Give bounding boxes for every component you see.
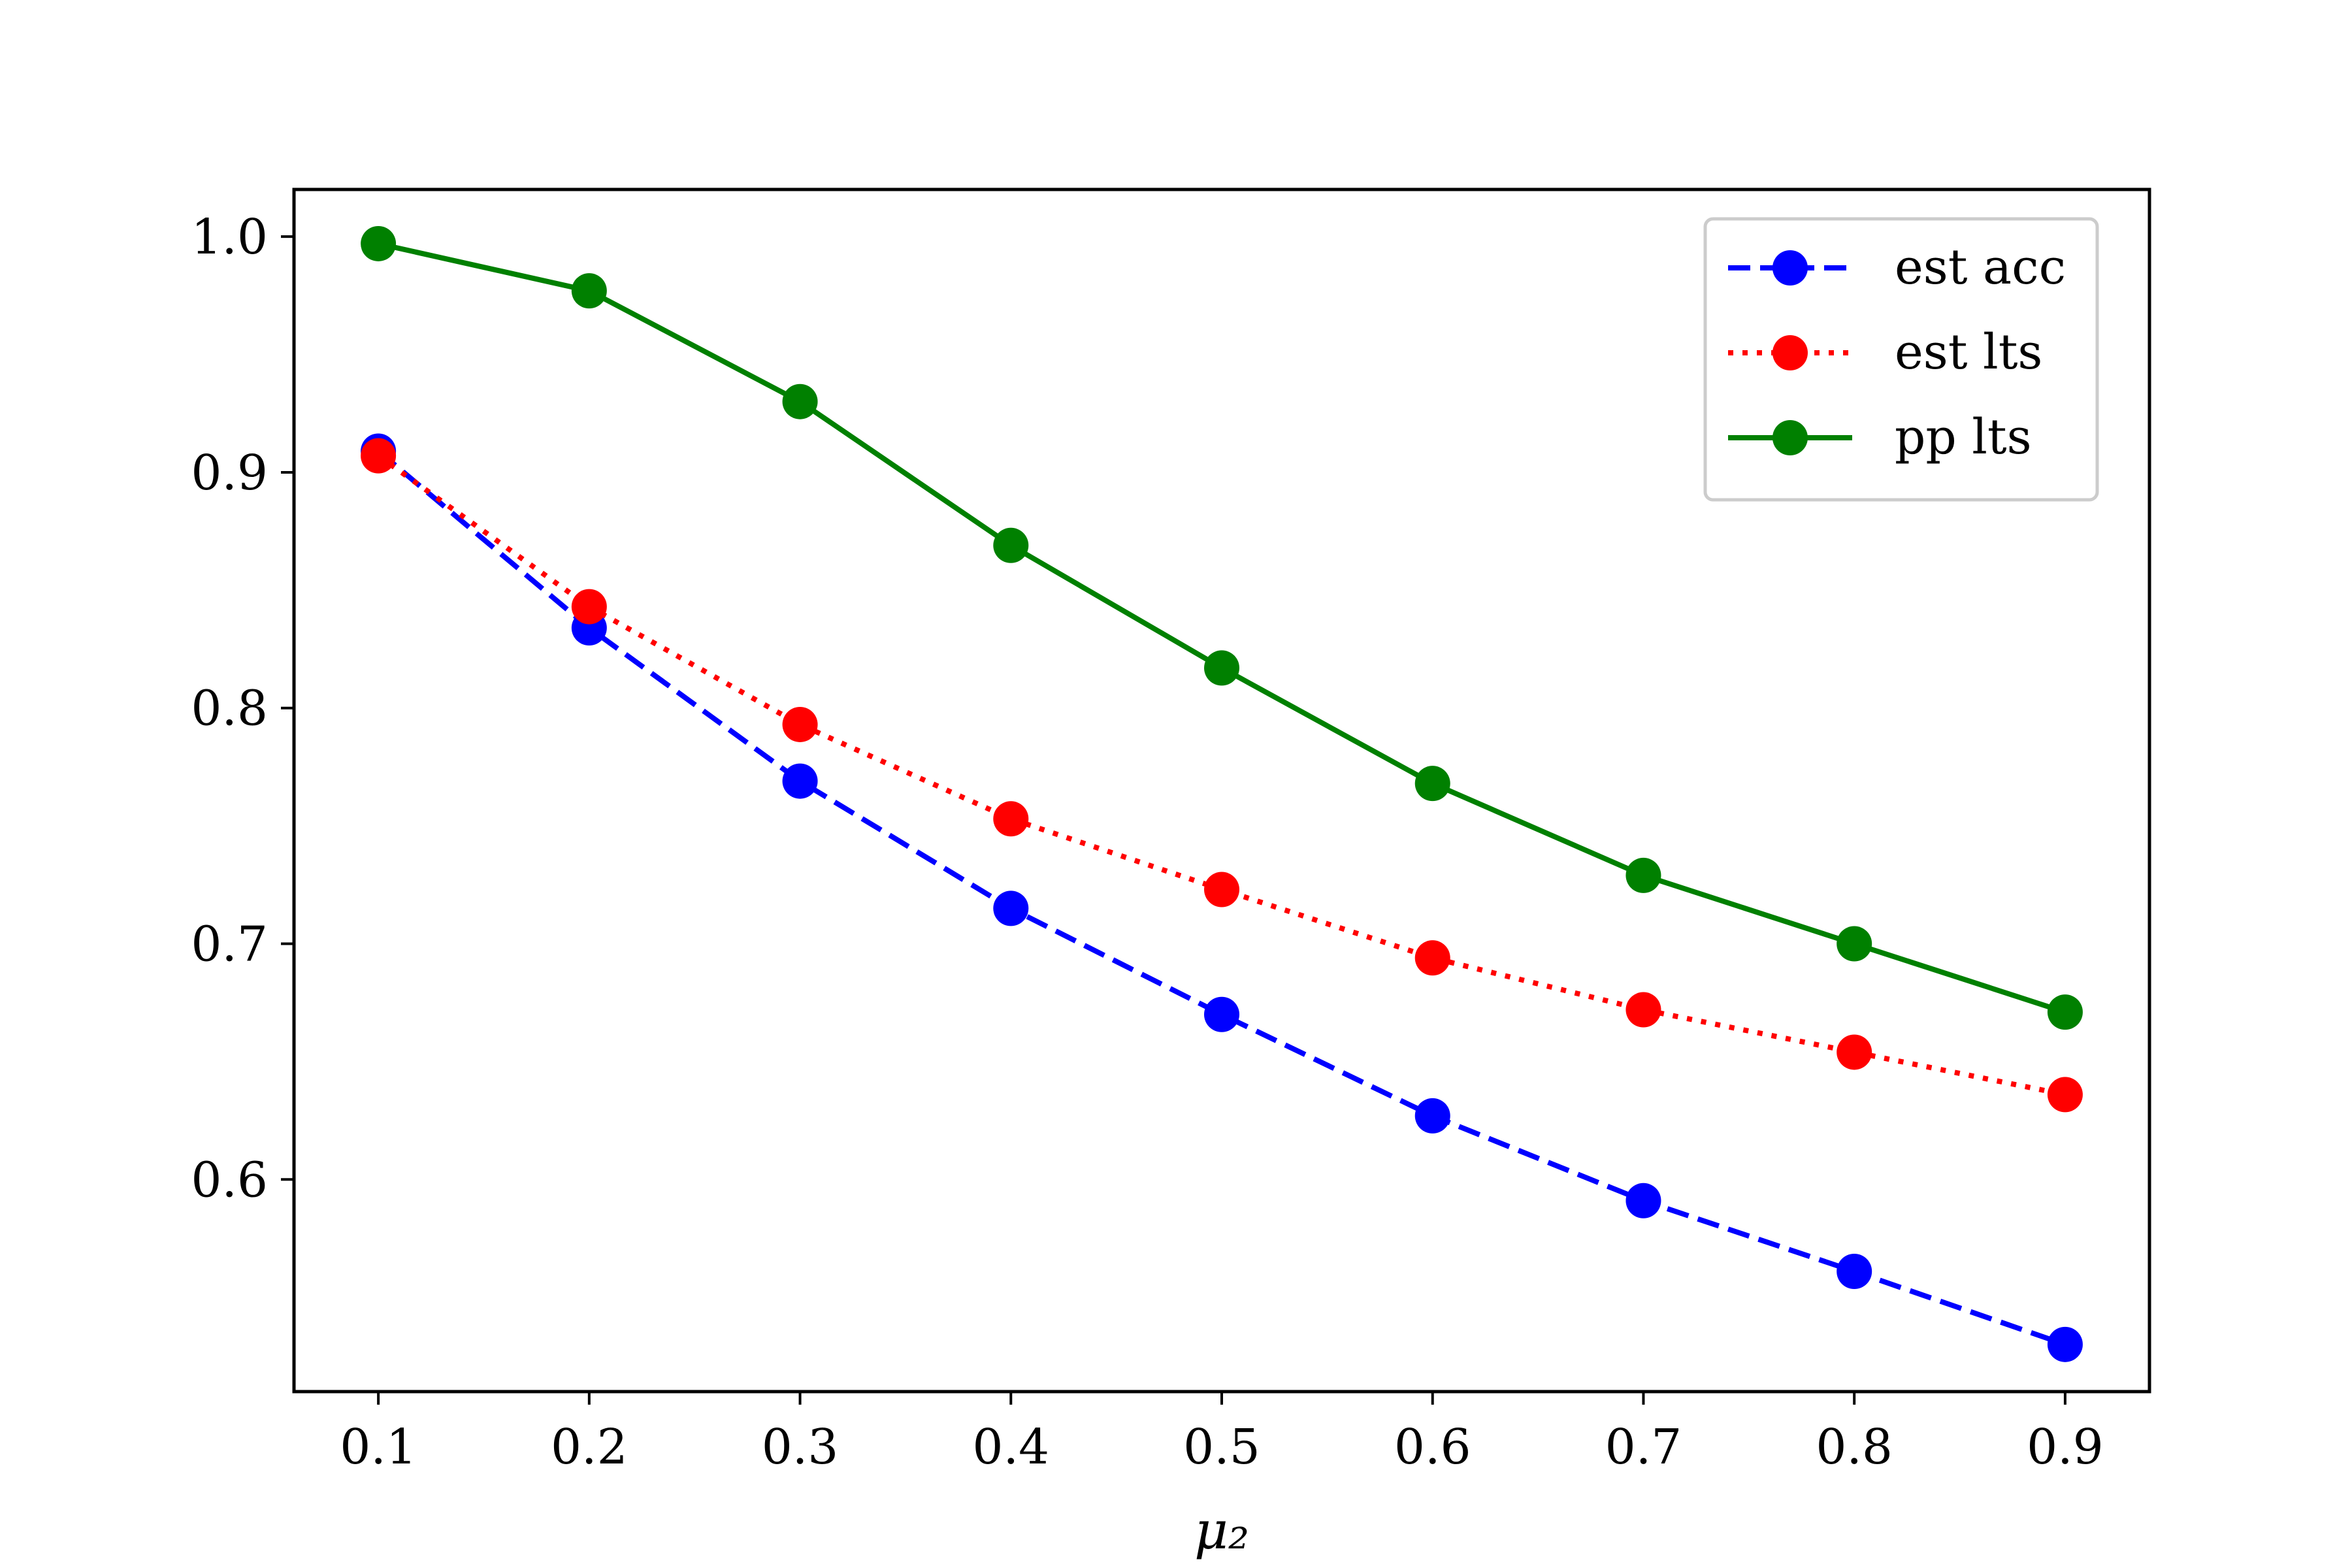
series-est-lts	[361, 438, 2083, 1113]
x-tick-label: 0.1	[340, 1419, 417, 1475]
x-tick-label: 0.8	[1816, 1419, 1893, 1475]
data-point	[782, 763, 818, 799]
data-point	[1625, 1183, 1661, 1218]
data-point	[361, 438, 397, 474]
series-pp-lts	[361, 225, 2083, 1030]
data-point	[1837, 926, 1872, 962]
data-point	[1414, 766, 1450, 802]
series-line	[376, 449, 2066, 1347]
data-point	[2047, 1077, 2083, 1113]
data-point	[993, 801, 1029, 837]
legend-entry: est lts	[1728, 324, 2042, 380]
data-point	[1204, 650, 1239, 686]
data-point	[2047, 1326, 2083, 1362]
y-tick-label: 0.6	[191, 1152, 268, 1208]
legend-label: est lts	[1895, 324, 2042, 380]
y-tick-label: 0.9	[191, 445, 268, 501]
data-point	[361, 225, 397, 261]
data-point	[1204, 996, 1239, 1032]
y-tick-label: 0.7	[191, 917, 268, 973]
legend-entry: pp lts	[1728, 409, 2032, 465]
data-point	[993, 890, 1029, 926]
data-point	[1837, 1254, 1872, 1289]
data-point	[1414, 1098, 1450, 1134]
y-axis: 0.6 0.7 0.8 0.9 1.0	[191, 209, 294, 1208]
data-point	[993, 527, 1029, 563]
x-tick-label: 0.2	[551, 1419, 628, 1475]
series-layer	[361, 225, 2083, 1362]
data-point	[571, 273, 607, 309]
legend-marker-swatch	[1772, 335, 1808, 370]
x-tick-label: 0.5	[1183, 1419, 1260, 1475]
legend-label: pp lts	[1895, 409, 2032, 465]
legend-entry: est acc	[1728, 239, 2066, 295]
data-point	[571, 589, 607, 625]
y-tick-label: 0.8	[191, 681, 268, 737]
x-axis: 0.1 0.2 0.3 0.4 0.5 0.6 0.7 0.8 0.9	[340, 1392, 2104, 1475]
series-est-acc	[361, 433, 2083, 1362]
legend: est acc est lts pp lts	[1703, 217, 2099, 502]
legend-label: est acc	[1895, 239, 2066, 295]
legend-marker-swatch	[1772, 420, 1808, 455]
x-tick-label: 0.4	[972, 1419, 1049, 1475]
data-point	[782, 384, 818, 419]
data-point	[1204, 872, 1239, 907]
x-axis-label: μ₂	[1194, 1500, 1249, 1561]
x-tick-label: 0.3	[762, 1419, 839, 1475]
y-tick-label: 1.0	[191, 209, 268, 265]
x-tick-label: 0.7	[1605, 1419, 1682, 1475]
data-point	[1625, 857, 1661, 893]
data-point	[1625, 992, 1661, 1028]
data-point	[1414, 940, 1450, 976]
data-point	[2047, 994, 2083, 1030]
x-tick-label: 0.6	[1394, 1419, 1471, 1475]
x-tick-label: 0.9	[2027, 1419, 2104, 1475]
data-point	[782, 706, 818, 742]
data-point	[1837, 1034, 1872, 1070]
legend-marker-swatch	[1772, 250, 1808, 286]
